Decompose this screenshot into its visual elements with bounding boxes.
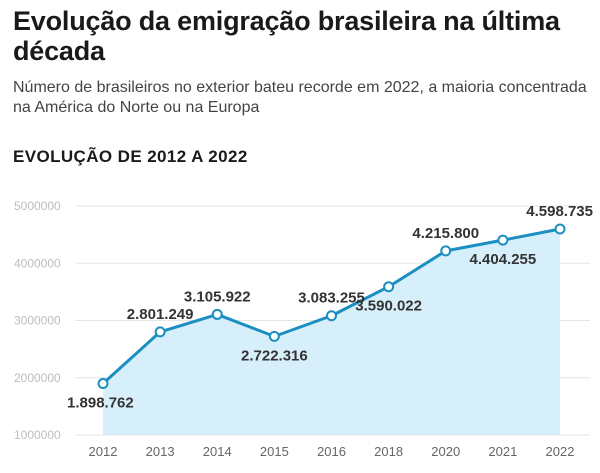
- x-tick-label: 2021: [488, 444, 517, 459]
- y-tick-label: 1000000: [14, 428, 61, 442]
- y-tick-label: 5000000: [14, 199, 61, 213]
- data-label: 2.801.249: [127, 306, 194, 323]
- x-tick-label: 2022: [546, 444, 575, 459]
- chart-subtitle: Número de brasileiros no exterior bateu …: [13, 79, 587, 116]
- data-point: [554, 223, 566, 235]
- section-label: EVOLUÇÃO DE 2012 A 2022: [13, 147, 248, 166]
- data-point: [211, 308, 223, 320]
- y-tick-label: 4000000: [14, 256, 61, 270]
- x-tick-label: 2016: [317, 444, 346, 459]
- data-label: 3.105.922: [184, 288, 251, 305]
- data-label: 4.215.800: [412, 225, 479, 242]
- data-label: 4.598.735: [526, 203, 593, 220]
- data-label: 2.722.316: [241, 347, 308, 364]
- data-label: 4.404.255: [470, 251, 537, 268]
- data-label: 3.590.022: [355, 298, 422, 315]
- data-point: [268, 330, 280, 342]
- data-point: [440, 245, 452, 257]
- data-label: 3.083.255: [298, 290, 365, 307]
- data-point: [383, 281, 395, 293]
- data-point: [97, 378, 109, 390]
- area-fill: [103, 228, 560, 435]
- x-tick-label: 2015: [260, 444, 289, 459]
- x-tick-label: 2013: [146, 444, 175, 459]
- x-tick-label: 2014: [203, 444, 232, 459]
- chart-title: Evolução da emigração brasileira na últi…: [13, 6, 560, 66]
- data-point: [154, 326, 166, 338]
- y-tick-label: 3000000: [14, 314, 61, 328]
- x-tick-label: 2020: [431, 444, 460, 459]
- y-tick-label: 2000000: [14, 371, 61, 385]
- data-label: 1.898.762: [67, 395, 134, 412]
- x-tick-label: 2012: [89, 444, 118, 459]
- data-point: [497, 234, 509, 246]
- data-point: [326, 310, 337, 322]
- x-tick-label: 2018: [374, 444, 403, 459]
